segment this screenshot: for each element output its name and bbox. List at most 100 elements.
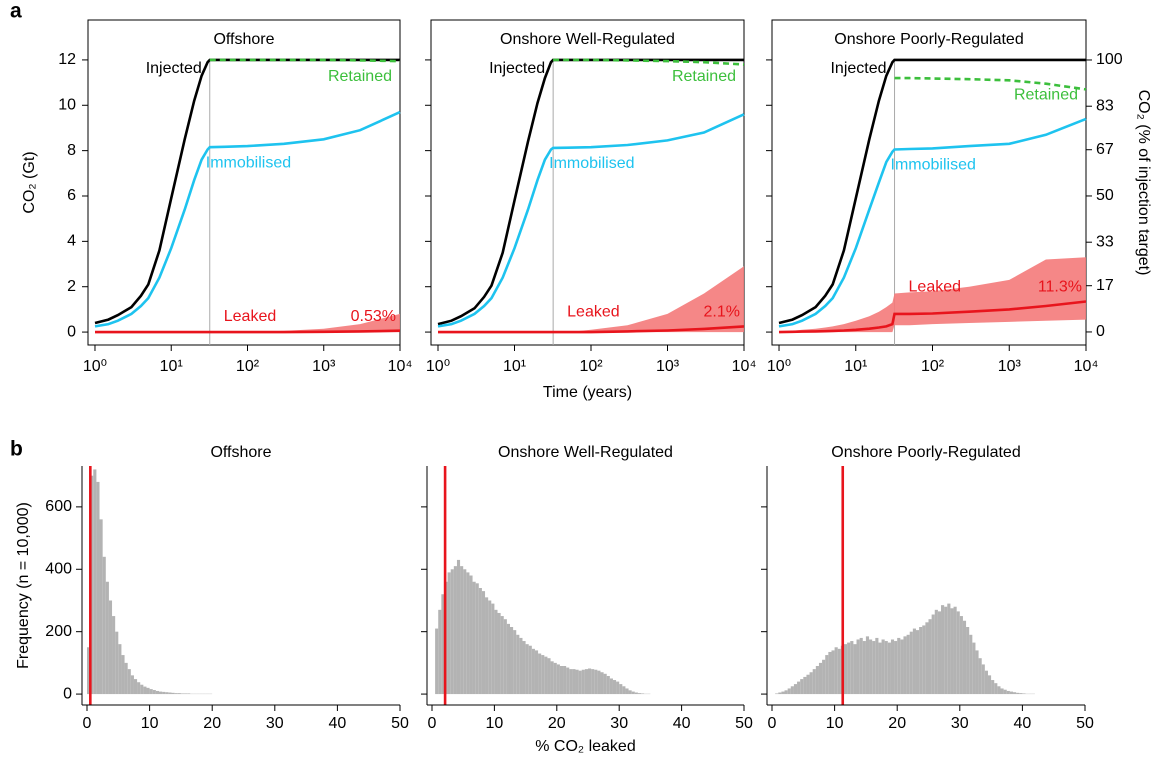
histogram-bar bbox=[922, 625, 926, 695]
histogram-bar bbox=[975, 650, 979, 695]
x-tick-label: 20 bbox=[888, 715, 906, 732]
histogram-bar bbox=[597, 670, 601, 695]
histogram-bar bbox=[488, 600, 492, 695]
y2-tick-label: 17 bbox=[1096, 277, 1114, 294]
histogram-bar bbox=[600, 672, 604, 695]
y-tick-label: 200 bbox=[45, 623, 72, 640]
histogram-bar bbox=[591, 669, 595, 695]
x-tick-label: 10² bbox=[579, 358, 603, 375]
histogram-bar bbox=[612, 680, 617, 695]
histogram-bar bbox=[781, 691, 785, 695]
x-tick-label: 10² bbox=[921, 358, 945, 375]
histogram-bar bbox=[503, 619, 507, 695]
histogram-bar bbox=[556, 664, 560, 695]
histogram-bar bbox=[531, 648, 535, 695]
panel-label: b bbox=[10, 438, 23, 461]
histogram-bar bbox=[105, 581, 109, 695]
histogram-bar bbox=[1009, 691, 1014, 695]
histogram-bar bbox=[155, 690, 159, 695]
histogram-bar bbox=[950, 608, 954, 695]
y-tick-label: 0 bbox=[67, 323, 76, 340]
histogram-bar bbox=[787, 688, 791, 695]
series-line bbox=[438, 325, 745, 334]
series-line bbox=[437, 58, 744, 326]
y-tick-label: 8 bbox=[67, 142, 76, 159]
histogram-bar bbox=[1003, 689, 1007, 695]
histogram-bar bbox=[818, 662, 823, 695]
histogram-bar bbox=[559, 665, 564, 695]
histogram-bar bbox=[625, 688, 629, 695]
x-tick-label: 10⁰ bbox=[83, 358, 107, 375]
x-tick-label: 30 bbox=[266, 715, 284, 732]
series-label: Immobilised bbox=[549, 155, 634, 172]
histogram-bar bbox=[90, 475, 94, 695]
histogram-bar bbox=[906, 634, 910, 695]
y-tick-label: 12 bbox=[58, 51, 76, 68]
histogram-bar bbox=[506, 623, 510, 695]
x-tick-label: 0 bbox=[428, 715, 437, 732]
uncertainty-band bbox=[438, 266, 744, 333]
histogram-bar bbox=[541, 655, 545, 695]
x-tick-label: 10² bbox=[236, 358, 260, 375]
histogram-bar bbox=[137, 682, 141, 695]
histogram-bar bbox=[140, 684, 144, 695]
histogram-bar bbox=[897, 637, 901, 695]
series-line bbox=[209, 58, 401, 63]
x-axis-label: % CO₂ leaked bbox=[535, 738, 635, 755]
series-line bbox=[778, 58, 1086, 325]
histogram-bar bbox=[909, 631, 913, 695]
y-tick-label: 0 bbox=[63, 685, 72, 702]
histogram-bar bbox=[628, 690, 632, 695]
histogram-bar bbox=[121, 655, 125, 695]
histogram-bar bbox=[812, 669, 816, 695]
histogram-bar bbox=[538, 653, 542, 695]
histogram-bar bbox=[900, 639, 904, 695]
histogram-bar bbox=[93, 469, 97, 695]
histogram-bar bbox=[987, 675, 992, 695]
histogram-bar bbox=[834, 647, 838, 695]
histogram-bar bbox=[184, 693, 188, 695]
histogram-bar bbox=[853, 644, 857, 695]
x-tick-label: 50 bbox=[735, 715, 753, 732]
histogram-bar bbox=[603, 673, 607, 695]
histogram-bar bbox=[152, 690, 156, 695]
histogram-bar bbox=[453, 566, 457, 695]
x-tick-label: 30 bbox=[951, 715, 969, 732]
histogram-bar bbox=[587, 668, 592, 695]
series-label: Retained bbox=[1014, 86, 1078, 103]
histogram-bar bbox=[143, 686, 147, 695]
series-label: Leaked bbox=[567, 304, 620, 321]
series-label: Leaked bbox=[224, 308, 276, 325]
histogram-bar bbox=[634, 692, 638, 695]
series-line bbox=[778, 117, 1087, 328]
x-tick-label: 0 bbox=[83, 715, 92, 732]
histogram-bar bbox=[616, 681, 620, 695]
histogram-bar bbox=[637, 693, 642, 695]
histogram-bar bbox=[931, 614, 935, 695]
y2-tick-label: 33 bbox=[1096, 233, 1114, 250]
histogram-bar bbox=[825, 655, 829, 695]
histogram-bar bbox=[550, 661, 554, 695]
series-line bbox=[437, 113, 745, 328]
histogram-bar bbox=[569, 669, 573, 695]
x-tick-label: 50 bbox=[1076, 715, 1094, 732]
x-tick-label: 20 bbox=[203, 715, 221, 732]
histogram-bar bbox=[127, 669, 131, 695]
histogram-bar bbox=[959, 616, 963, 695]
x-tick-label: 40 bbox=[1014, 715, 1032, 732]
histogram-bar bbox=[962, 620, 967, 695]
histogram-bar bbox=[790, 686, 794, 695]
x-tick-label: 50 bbox=[391, 715, 409, 732]
plot-frame bbox=[430, 19, 745, 346]
histogram-bar bbox=[778, 692, 782, 695]
histogram-bar bbox=[447, 572, 451, 695]
histogram-bar bbox=[435, 628, 439, 695]
histogram-bar bbox=[872, 641, 876, 695]
histogram-bar bbox=[469, 575, 473, 695]
y-axis-label: Frequency (n = 10,000) bbox=[15, 502, 32, 669]
histogram-bar bbox=[494, 609, 498, 695]
histogram-bar bbox=[997, 686, 1001, 695]
series-line bbox=[94, 110, 401, 328]
histogram-bar bbox=[622, 686, 626, 695]
histogram-bar bbox=[544, 656, 548, 695]
